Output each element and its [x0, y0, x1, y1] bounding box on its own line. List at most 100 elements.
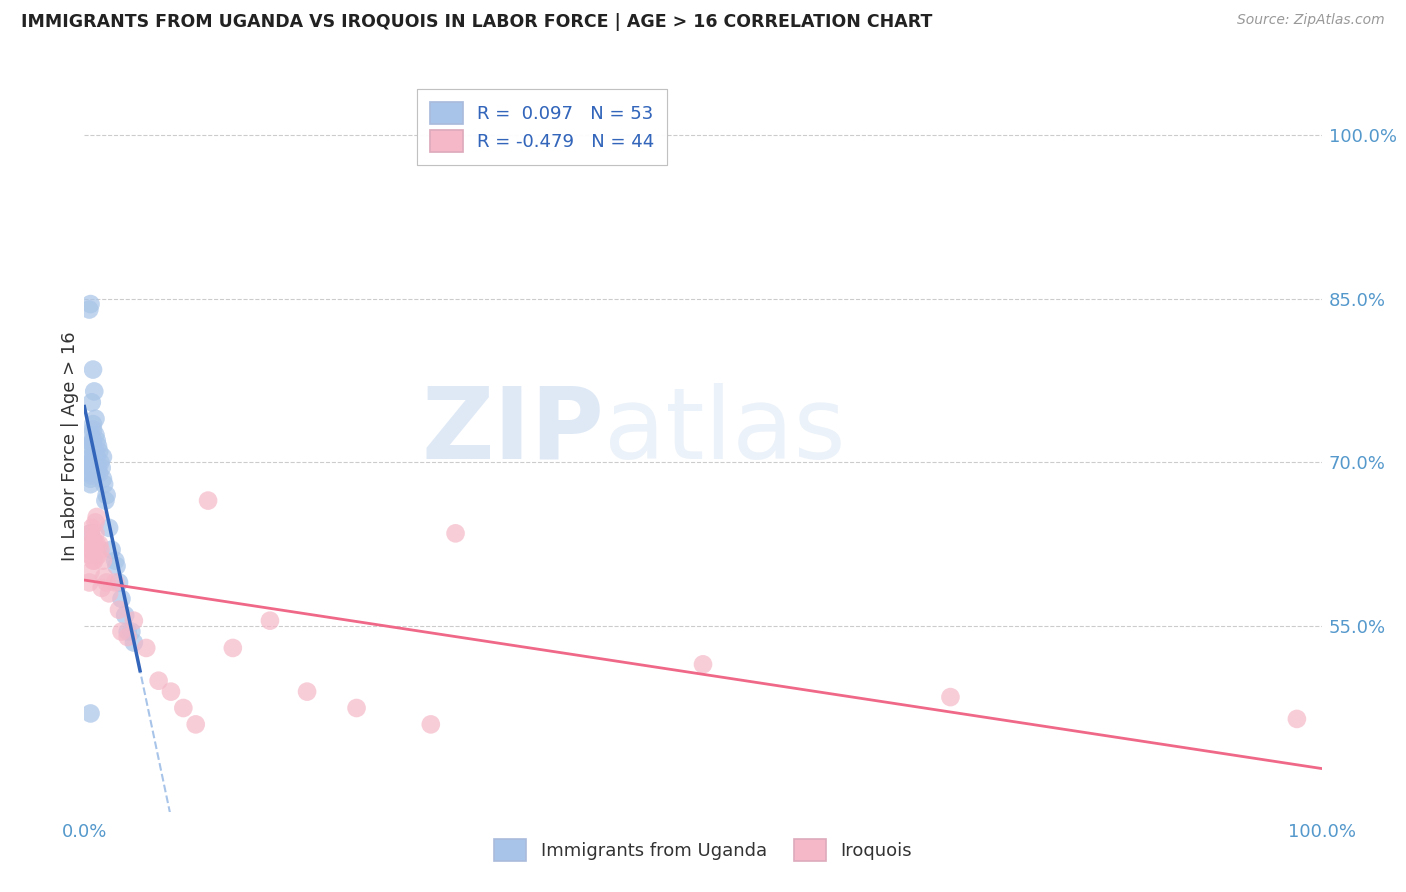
- Point: [91, 450, 114, 464]
- Point: [117, 630, 139, 644]
- Point: [172, 701, 194, 715]
- Point: [87, 439, 110, 453]
- Point: [83, 384, 105, 399]
- Point: [110, 624, 132, 639]
- Point: [79, 548, 101, 562]
- Point: [79, 565, 101, 579]
- Point: [90, 581, 112, 595]
- Text: IMMIGRANTS FROM UGANDA VS IROQUOIS IN LABOR FORCE | AGE > 16 CORRELATION CHART: IMMIGRANTS FROM UGANDA VS IROQUOIS IN LA…: [21, 13, 932, 31]
- Point: [79, 575, 101, 590]
- Point: [79, 455, 101, 469]
- Text: ZIP: ZIP: [422, 383, 605, 480]
- Point: [96, 488, 118, 502]
- Point: [91, 472, 114, 486]
- Point: [120, 624, 142, 639]
- Point: [80, 460, 103, 475]
- Point: [104, 575, 127, 590]
- Point: [148, 673, 170, 688]
- Point: [86, 450, 108, 464]
- Point: [87, 460, 110, 475]
- Point: [84, 444, 107, 458]
- Point: [80, 435, 103, 450]
- Point: [84, 516, 107, 530]
- Point: [86, 467, 108, 481]
- Point: [87, 548, 110, 562]
- Point: [80, 468, 103, 483]
- Point: [108, 603, 131, 617]
- Point: [89, 537, 111, 551]
- Point: [135, 640, 157, 655]
- Point: [122, 614, 145, 628]
- Point: [80, 542, 103, 557]
- Point: [83, 444, 105, 458]
- Point: [83, 554, 105, 568]
- Point: [90, 460, 112, 475]
- Point: [79, 428, 101, 442]
- Point: [114, 608, 136, 623]
- Point: [259, 614, 281, 628]
- Point: [79, 542, 101, 557]
- Point: [197, 493, 219, 508]
- Text: atlas: atlas: [605, 383, 845, 480]
- Point: [89, 455, 111, 469]
- Point: [79, 526, 101, 541]
- Point: [1285, 712, 1308, 726]
- Point: [80, 450, 103, 464]
- Point: [83, 450, 105, 464]
- Point: [79, 526, 101, 541]
- Point: [79, 537, 101, 551]
- Point: [80, 458, 103, 472]
- Point: [346, 701, 368, 715]
- Point: [83, 537, 105, 551]
- Point: [117, 624, 139, 639]
- Point: [105, 559, 128, 574]
- Legend: Immigrants from Uganda, Iroquois: Immigrants from Uganda, Iroquois: [481, 827, 925, 874]
- Point: [692, 657, 714, 672]
- Point: [419, 717, 441, 731]
- Point: [104, 554, 127, 568]
- Legend: R =  0.097   N = 53, R = -0.479   N = 44: R = 0.097 N = 53, R = -0.479 N = 44: [418, 89, 666, 165]
- Point: [939, 690, 962, 704]
- Point: [122, 635, 145, 649]
- Point: [80, 395, 103, 409]
- Point: [82, 423, 104, 437]
- Point: [86, 434, 108, 448]
- Point: [82, 532, 104, 546]
- Point: [79, 706, 101, 721]
- Point: [160, 684, 183, 698]
- Point: [94, 493, 117, 508]
- Point: [84, 526, 107, 541]
- Point: [108, 575, 131, 590]
- Point: [98, 586, 121, 600]
- Point: [79, 302, 101, 317]
- Point: [82, 434, 104, 448]
- Point: [79, 439, 101, 453]
- Point: [79, 450, 101, 464]
- Point: [82, 417, 104, 432]
- Point: [91, 554, 114, 568]
- Point: [86, 537, 108, 551]
- Text: Source: ZipAtlas.com: Source: ZipAtlas.com: [1237, 13, 1385, 28]
- Point: [93, 477, 115, 491]
- Y-axis label: In Labor Force | Age > 16: In Labor Force | Age > 16: [62, 331, 80, 561]
- Point: [96, 575, 118, 590]
- Point: [82, 554, 104, 568]
- Point: [100, 542, 122, 557]
- Point: [79, 467, 101, 481]
- Point: [79, 472, 101, 486]
- Point: [110, 591, 132, 606]
- Point: [80, 521, 103, 535]
- Point: [86, 510, 108, 524]
- Point: [89, 467, 111, 481]
- Point: [84, 428, 107, 442]
- Point: [184, 717, 207, 731]
- Point: [444, 526, 467, 541]
- Point: [82, 439, 104, 453]
- Point: [295, 684, 318, 698]
- Point: [89, 542, 111, 557]
- Point: [79, 477, 101, 491]
- Point: [82, 362, 104, 376]
- Point: [83, 460, 105, 475]
- Point: [98, 521, 121, 535]
- Point: [84, 411, 107, 425]
